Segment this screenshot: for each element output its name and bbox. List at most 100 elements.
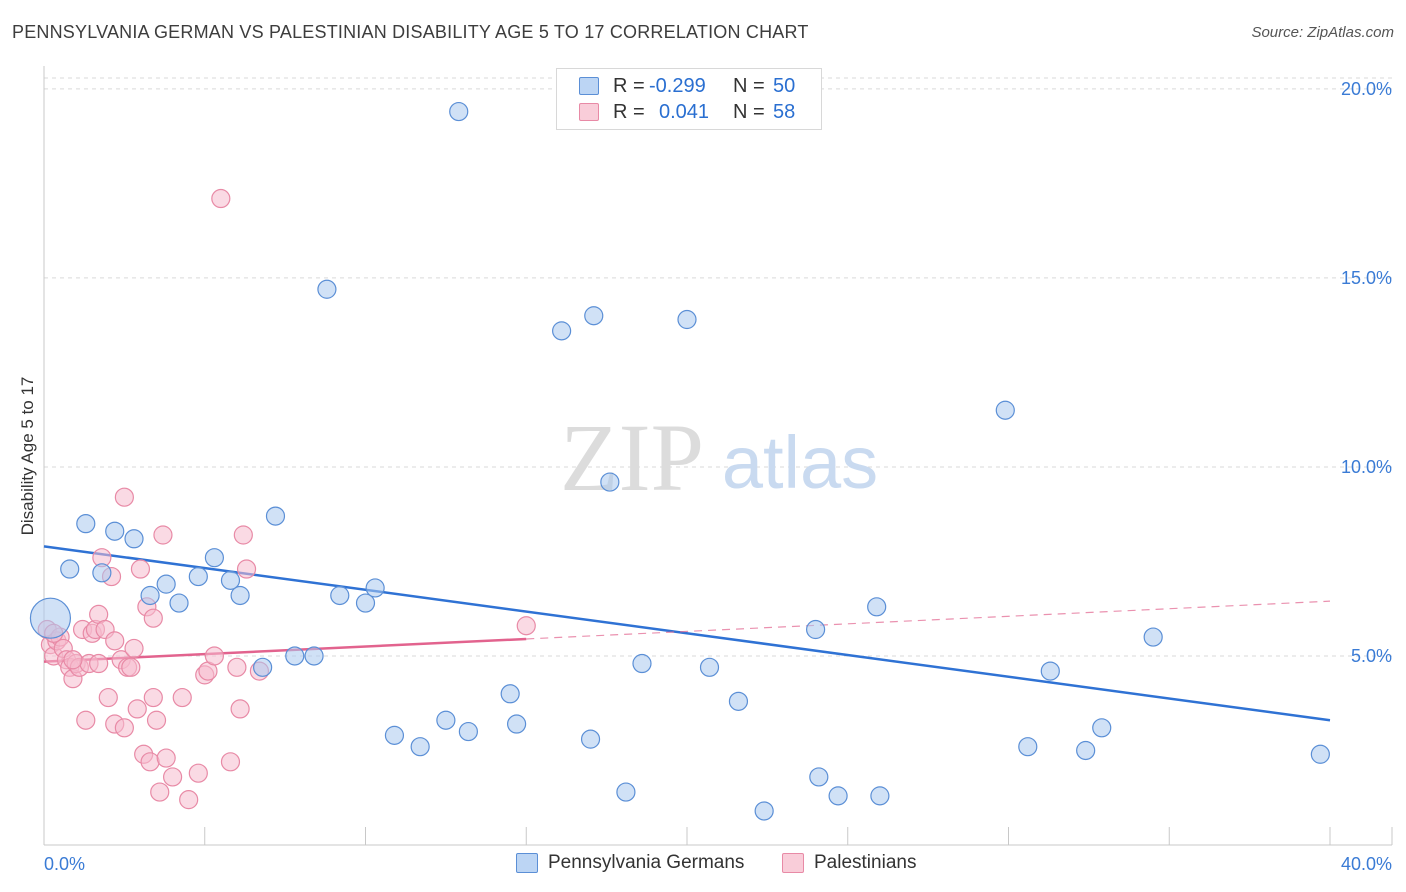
- point-palestinians: [114, 487, 134, 507]
- n-label: N =: [733, 75, 765, 97]
- trend-line-extension-palestinians: [526, 600, 1331, 640]
- point-pennsylvania-germans: [1040, 661, 1060, 681]
- point-palestinians: [236, 559, 257, 579]
- n-label: N =: [733, 101, 765, 123]
- point-pennsylvania-germans: [265, 506, 286, 526]
- point-pennsylvania-germans: [507, 714, 527, 734]
- point-pennsylvania-germans: [355, 593, 376, 613]
- point-palestinians: [105, 631, 125, 651]
- point-palestinians: [153, 525, 173, 545]
- point-pennsylvania-germans: [76, 514, 96, 534]
- legend-label: Pennsylvania Germans: [548, 852, 745, 873]
- point-palestinians: [220, 752, 241, 772]
- point-pennsylvania-germans: [436, 710, 456, 730]
- point-pennsylvania-germans: [805, 619, 826, 640]
- point-palestinians: [98, 687, 118, 708]
- point-pennsylvania-germans: [317, 279, 337, 299]
- point-pennsylvania-germans: [1076, 740, 1096, 761]
- point-pennsylvania-germans: [140, 585, 160, 606]
- point-palestinians: [127, 699, 147, 719]
- chart-title: PENNSYLVANIA GERMAN VS PALESTINIAN DISAB…: [12, 22, 809, 42]
- point-pennsylvania-germans: [677, 309, 697, 330]
- point-pennsylvania-germans: [449, 101, 469, 122]
- point-palestinians: [121, 657, 141, 677]
- point-pennsylvania-germans: [1018, 737, 1038, 757]
- point-palestinians: [143, 608, 163, 628]
- point-palestinians: [156, 748, 176, 768]
- point-pennsylvania-germans: [60, 559, 80, 579]
- r-label: R =: [613, 75, 645, 97]
- watermark: ZIP atlas: [560, 404, 878, 511]
- y-tick-label: 10.0%: [1341, 457, 1392, 477]
- point-pennsylvania-germans: [29, 597, 72, 639]
- point-palestinians: [140, 752, 160, 772]
- point-palestinians: [179, 790, 199, 810]
- point-palestinians: [516, 616, 536, 636]
- point-pennsylvania-germans: [169, 593, 189, 613]
- pink-swatch: [579, 103, 599, 121]
- point-pennsylvania-germans: [1092, 718, 1112, 738]
- point-pennsylvania-germans: [867, 597, 887, 617]
- point-pennsylvania-germans: [552, 321, 572, 341]
- blue-swatch: [516, 853, 538, 873]
- point-pennsylvania-germans: [253, 657, 273, 677]
- legend-label: Palestinians: [814, 852, 917, 873]
- pink-swatch: [782, 853, 804, 873]
- point-pennsylvania-germans: [188, 566, 208, 587]
- point-pennsylvania-germans: [754, 801, 774, 821]
- data-points: [29, 101, 1330, 821]
- point-pennsylvania-germans: [580, 729, 601, 749]
- point-pennsylvania-germans: [809, 767, 829, 787]
- chart-source: Source: ZipAtlas.com: [1251, 24, 1394, 41]
- point-pennsylvania-germans: [699, 657, 720, 677]
- point-palestinians: [188, 763, 208, 783]
- point-palestinians: [230, 699, 250, 719]
- x-tick-label: 0.0%: [44, 854, 85, 874]
- point-palestinians: [63, 650, 83, 670]
- point-pennsylvania-germans: [995, 400, 1015, 420]
- point-pennsylvania-germans: [285, 646, 305, 666]
- point-pennsylvania-germans: [105, 521, 125, 541]
- point-palestinians: [211, 188, 231, 209]
- point-pennsylvania-germans: [632, 653, 652, 674]
- point-palestinians: [150, 782, 170, 802]
- y-tick-label: 20.0%: [1341, 79, 1392, 99]
- point-pennsylvania-germans: [124, 529, 144, 549]
- point-pennsylvania-germans: [410, 737, 430, 757]
- point-pennsylvania-germans: [220, 570, 241, 590]
- point-pennsylvania-germans: [584, 306, 604, 326]
- r-value: 0.041: [659, 101, 710, 123]
- y-tick-label: 5.0%: [1351, 646, 1392, 666]
- point-palestinians: [114, 718, 134, 738]
- point-palestinians: [204, 646, 224, 666]
- watermark-zip: ZIP: [560, 404, 704, 511]
- point-pennsylvania-germans: [304, 646, 324, 666]
- point-pennsylvania-germans: [828, 786, 848, 806]
- point-palestinians: [124, 638, 144, 659]
- n-value: 58: [773, 101, 796, 123]
- point-pennsylvania-germans: [384, 725, 405, 745]
- point-pennsylvania-germans: [1143, 627, 1163, 647]
- point-palestinians: [146, 710, 167, 730]
- point-pennsylvania-germans: [600, 472, 620, 492]
- point-pennsylvania-germans: [870, 786, 890, 806]
- point-palestinians: [76, 710, 96, 730]
- watermark-atlas: atlas: [722, 421, 878, 504]
- point-pennsylvania-germans: [330, 585, 350, 606]
- point-pennsylvania-germans: [500, 684, 520, 704]
- r-value: -0.299: [649, 75, 706, 97]
- blue-swatch: [579, 77, 599, 95]
- point-pennsylvania-germans: [728, 691, 749, 711]
- point-palestinians: [233, 525, 253, 545]
- point-pennsylvania-germans: [204, 548, 224, 568]
- point-pennsylvania-germans: [1310, 744, 1330, 764]
- point-pennsylvania-germans: [230, 585, 250, 606]
- point-pennsylvania-germans: [92, 563, 112, 583]
- point-pennsylvania-germans: [365, 578, 385, 598]
- point-pennsylvania-germans: [616, 782, 636, 802]
- point-palestinians: [130, 559, 151, 579]
- stats-legend: R = -0.299 N = 50 R = 0.041 N = 58: [556, 68, 822, 130]
- axis-labels: 5.0% 10.0% 15.0% 20.0% 0.0% 40.0% Disability A…: [18, 79, 1392, 874]
- trend-line-pennsylvania-germans: [43, 545, 1331, 722]
- n-value: 50: [773, 75, 796, 97]
